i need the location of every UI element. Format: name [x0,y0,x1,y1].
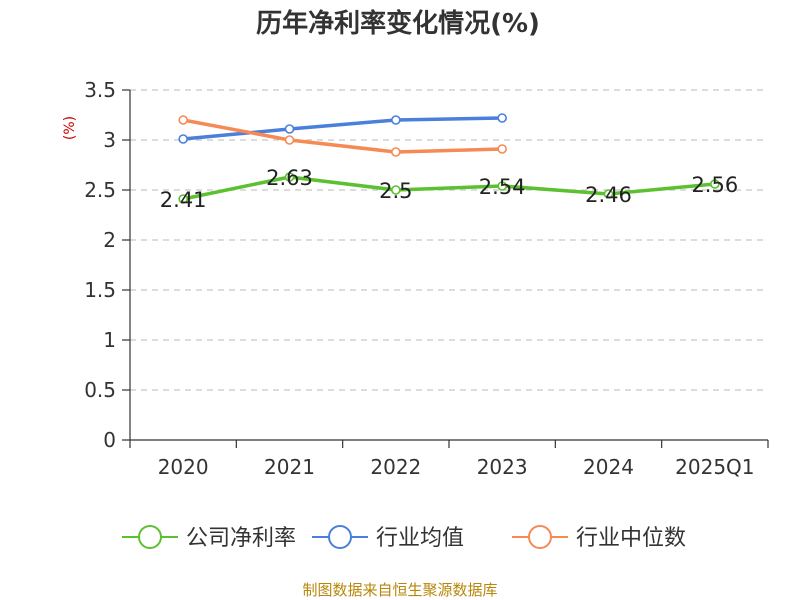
y-tick-label: 3 [103,128,116,152]
legend-label: 行业均值 [376,526,464,551]
series-line [182,175,715,201]
series-lines [178,113,720,204]
data-point [284,124,295,134]
data-point [497,144,507,154]
y-tick-label: 2 [103,228,116,252]
y-tick-label: 0 [103,428,116,452]
data-label: 2.5 [379,179,412,203]
axes: 0 0.5 1 1.5 2 2.5 3 3.5 2020 2021 2022 2023 2024 2025… [84,78,769,479]
legend: 公司净利率 行业均值 行业中位数 [122,525,686,551]
y-tick-label: 1 [103,328,116,352]
data-point [710,179,720,189]
legend-marker [138,525,162,549]
data-point [284,172,295,182]
data-point [603,189,614,199]
y-tick-label: 2.5 [84,178,116,202]
data-label: 2.56 [691,173,738,197]
legend-marker [328,525,352,549]
data-point [391,115,401,125]
x-tick-label: 2024 [583,455,634,479]
data-label: 2.54 [479,175,526,199]
data-point [391,147,401,157]
data-label: 2.41 [160,188,207,212]
data-label: 2.46 [585,183,632,207]
chart-title: 历年净利率变化情况(%) [256,8,540,39]
data-point [178,134,188,144]
data-label: 2.63 [266,166,313,190]
legend-marker [528,525,552,549]
series-line [183,116,503,141]
data-point [497,181,507,191]
data-point [391,185,401,195]
legend-label: 行业中位数 [576,526,686,551]
data-labels: 2.41 2.63 2.5 2.54 2.46 2.56 [160,166,738,212]
x-tick-label: 2021 [264,455,315,479]
data-point [178,194,188,204]
series-line [182,118,503,154]
legend-label: 公司净利率 [186,526,296,551]
y-tick-label: 0.5 [84,378,116,402]
y-tick-label: 3.5 [84,78,116,102]
data-point [178,115,188,125]
data-point [497,113,507,123]
x-tick-label: 2022 [370,455,421,479]
y-tick-label: 1.5 [84,278,116,302]
x-tick-label: 2025Q1 [675,455,754,479]
source-note: 制图数据来自恒生聚源数据库 [302,581,497,599]
x-tick-label: 2020 [158,455,209,479]
y-axis-unit-label: (%) [62,116,78,140]
data-point [284,135,295,145]
x-tick-label: 2023 [477,455,528,479]
